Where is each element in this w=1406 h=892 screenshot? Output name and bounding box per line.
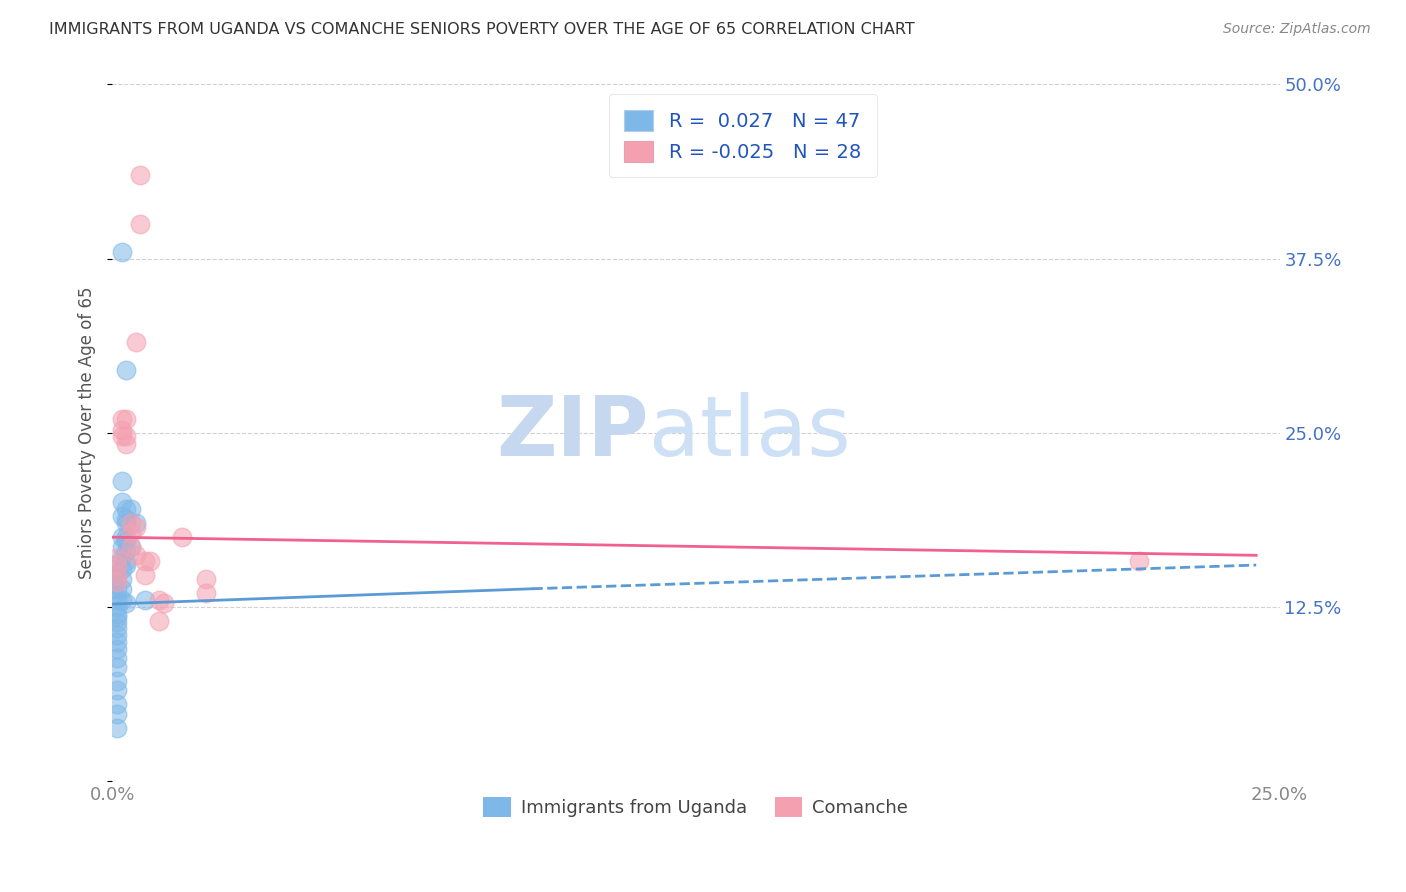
Point <box>105 621 128 635</box>
Point <box>172 530 194 544</box>
Point <box>105 628 128 642</box>
Point <box>138 554 160 568</box>
Point <box>124 335 146 350</box>
Point <box>134 593 156 607</box>
Point <box>110 475 132 489</box>
Point <box>115 411 138 425</box>
Point <box>115 554 138 568</box>
Point <box>105 607 128 621</box>
Point <box>105 567 128 582</box>
Point <box>101 574 124 589</box>
Point <box>110 562 132 576</box>
Point <box>110 551 132 566</box>
Point <box>134 554 156 568</box>
Point <box>110 495 132 509</box>
Point <box>115 534 138 549</box>
Point <box>115 596 138 610</box>
Point <box>105 609 128 624</box>
Text: ZIP: ZIP <box>496 392 650 474</box>
Point <box>115 363 138 377</box>
Point <box>105 634 128 648</box>
Point <box>110 582 132 596</box>
Point <box>124 520 146 534</box>
Point <box>194 572 217 586</box>
Point <box>115 512 138 526</box>
Point <box>134 567 156 582</box>
Point <box>129 168 152 182</box>
Point <box>115 530 138 544</box>
Legend: Immigrants from Uganda, Comanche: Immigrants from Uganda, Comanche <box>477 790 915 824</box>
Point <box>105 673 128 688</box>
Point <box>115 437 138 451</box>
Y-axis label: Seniors Poverty Over the Age of 65: Seniors Poverty Over the Age of 65 <box>79 286 96 579</box>
Point <box>105 707 128 722</box>
Point <box>110 411 132 425</box>
Text: Source: ZipAtlas.com: Source: ZipAtlas.com <box>1223 22 1371 37</box>
Text: IMMIGRANTS FROM UGANDA VS COMANCHE SENIORS POVERTY OVER THE AGE OF 65 CORRELATIO: IMMIGRANTS FROM UGANDA VS COMANCHE SENIO… <box>49 22 915 37</box>
Point <box>105 551 128 566</box>
Point <box>110 244 132 259</box>
Point <box>105 567 128 582</box>
Text: atlas: atlas <box>650 392 851 474</box>
Point <box>101 567 124 582</box>
Point <box>105 574 128 589</box>
Point <box>120 540 142 554</box>
Point <box>115 558 138 572</box>
Point <box>110 428 132 442</box>
Point <box>110 593 132 607</box>
Point <box>115 428 138 442</box>
Point <box>115 516 138 531</box>
Point <box>105 698 128 712</box>
Point <box>105 683 128 698</box>
Point <box>105 582 128 596</box>
Point <box>120 526 142 541</box>
Point <box>105 558 128 572</box>
Point <box>194 586 217 600</box>
Point <box>101 558 124 572</box>
Point <box>152 596 174 610</box>
Point <box>110 423 132 437</box>
Point <box>110 509 132 524</box>
Point <box>110 572 132 586</box>
Point <box>105 721 128 735</box>
Point <box>105 599 128 614</box>
Point <box>101 582 124 596</box>
Point <box>124 549 146 563</box>
Point <box>110 540 132 554</box>
Point <box>148 593 170 607</box>
Point <box>120 502 142 516</box>
Point <box>129 217 152 231</box>
Point <box>1128 554 1150 568</box>
Point <box>120 516 142 531</box>
Point <box>105 615 128 630</box>
Point <box>115 544 138 558</box>
Point <box>148 614 170 628</box>
Point <box>105 651 128 665</box>
Point <box>105 593 128 607</box>
Point <box>124 516 146 531</box>
Point <box>110 530 132 544</box>
Point <box>115 502 138 516</box>
Point <box>105 659 128 673</box>
Point <box>120 540 142 554</box>
Point <box>105 641 128 656</box>
